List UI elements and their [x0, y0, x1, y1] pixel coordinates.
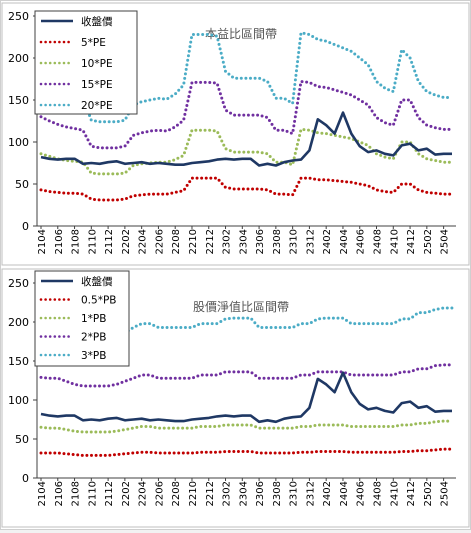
y-tick-label: 150 [8, 355, 29, 368]
y-tick-label: 100 [8, 394, 29, 407]
x-tick-label: 2504 [440, 481, 451, 506]
x-tick-label: 2306 [255, 229, 266, 254]
x-tick-label: 2306 [255, 481, 266, 506]
x-tick-label: 2206 [154, 481, 165, 506]
series-line-1 [39, 447, 454, 457]
x-tick-label: 2108 [71, 481, 82, 506]
y-tick-label: 150 [8, 94, 29, 107]
legend-label: 收盤價 [81, 275, 113, 288]
legend-label: 5*PE [81, 37, 106, 49]
x-tick-label: 2112 [104, 229, 115, 254]
x-tick-label: 2210 [188, 229, 199, 254]
x-tick-label: 2106 [54, 229, 65, 254]
x-tick-label: 2410 [389, 481, 400, 506]
legend-label: 20*PE [81, 100, 113, 112]
series-line-2 [39, 419, 454, 434]
x-tick-label: 2402 [322, 229, 333, 254]
y-tick-label: 250 [8, 10, 29, 23]
y-tick-label: 250 [8, 277, 29, 290]
x-tick-label: 2310 [289, 229, 300, 254]
x-tick-label: 2204 [138, 229, 149, 254]
x-tick-label: 2206 [154, 229, 165, 254]
y-tick-label: 200 [8, 316, 29, 329]
series-line-4 [39, 31, 454, 124]
pe-band-chart: 0 50 100 150 200 250 2104 2106 2108 2110 2112 2202 2… [1, 2, 470, 266]
y-tick-label: 50 [15, 178, 29, 191]
x-tick-label: 2304 [238, 481, 249, 506]
x-tick-label: 2106 [54, 481, 65, 506]
x-tick-label: 2110 [87, 481, 98, 506]
y-tick-label: 50 [15, 433, 29, 446]
x-tick-label: 2408 [373, 229, 384, 254]
series-line-0 [40, 371, 452, 424]
x-tick-label: 2302 [222, 481, 233, 506]
x-tick-label: 2412 [406, 229, 417, 254]
legend-label: 3*PB [81, 350, 106, 362]
x-tick-label: 2104 [37, 481, 48, 506]
x-tick-label: 2502 [423, 481, 434, 506]
x-tick-label: 2406 [356, 481, 367, 506]
legend-label: 10*PE [81, 58, 113, 70]
x-tick-label: 2110 [87, 229, 98, 254]
legend-label: 0.5*PB [81, 295, 116, 307]
legend-label: 2*PB [81, 332, 106, 344]
x-tick-label: 2404 [339, 229, 350, 254]
x-tick-label: 2202 [121, 481, 132, 506]
pb-band-chart: 0 50 100 150 200 250 2104 2106 2108 2110 2112 2202 2… [1, 268, 470, 528]
legend-box [34, 10, 138, 115]
legend-label: 1*PB [81, 313, 106, 325]
x-tick-label: 2104 [37, 229, 48, 254]
series-line-4 [39, 306, 454, 341]
series-line-2 [39, 127, 454, 176]
x-tick-label: 2312 [305, 229, 316, 254]
x-tick-label: 2412 [406, 481, 417, 506]
x-tick-label: 2212 [205, 229, 216, 254]
y-tick-label: 100 [8, 136, 29, 149]
y-tick-label: 200 [8, 52, 29, 65]
x-tick-label: 2208 [171, 229, 182, 254]
x-tick-label: 2502 [423, 229, 434, 254]
x-tick-label: 2308 [272, 481, 283, 506]
x-tick-label: 2402 [322, 481, 333, 506]
x-tick-label: 2212 [205, 481, 216, 506]
y-tick-label: 0 [22, 472, 29, 485]
x-tick-label: 2112 [104, 481, 115, 506]
x-tick-label: 2108 [71, 229, 82, 254]
x-tick-label: 2310 [289, 481, 300, 506]
x-tick-label: 2210 [188, 481, 199, 506]
x-tick-label: 2304 [238, 229, 249, 254]
x-tick-label: 2302 [222, 229, 233, 254]
chart-title: 股價淨值比區間帶 [193, 299, 289, 314]
series-line-0 [40, 111, 452, 167]
x-tick-label: 2410 [389, 229, 400, 254]
x-tick-label: 2404 [339, 481, 350, 506]
series-line-3 [39, 363, 454, 388]
legend-label: 15*PE [81, 79, 113, 91]
y-tick-label: 0 [22, 220, 29, 233]
x-tick-label: 2208 [171, 481, 182, 506]
x-tick-label: 2504 [440, 229, 451, 254]
x-tick-label: 2312 [305, 481, 316, 506]
x-tick-label: 2204 [138, 481, 149, 506]
x-tick-label: 2202 [121, 229, 132, 254]
x-tick-label: 2408 [373, 481, 384, 506]
chart-title: 本益比區間帶 [205, 27, 277, 41]
x-tick-label: 2308 [272, 229, 283, 254]
x-tick-label: 2406 [356, 229, 367, 254]
legend-label: 收盤價 [81, 15, 113, 28]
series-line-1 [39, 176, 454, 202]
